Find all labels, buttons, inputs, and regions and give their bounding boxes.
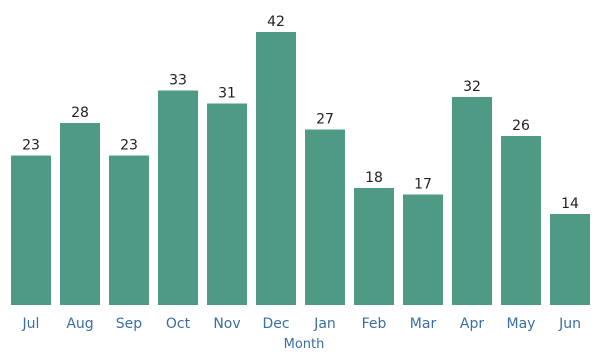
bar-dec <box>256 32 296 305</box>
value-label-jun: 14 <box>561 196 579 212</box>
bar-jun <box>550 214 590 305</box>
bar-may <box>501 136 541 305</box>
value-label-mar: 17 <box>414 177 432 193</box>
x-tick-label-jul: Jul <box>22 316 40 332</box>
value-labels-group: 23 28 23 33 31 42 27 18 17 32 26 14 <box>22 14 579 212</box>
value-label-apr: 32 <box>463 79 481 95</box>
x-tick-label-dec: Dec <box>262 316 289 332</box>
x-tick-label-feb: Feb <box>362 316 387 332</box>
value-label-dec: 42 <box>267 14 285 30</box>
x-tick-label-may: May <box>507 316 536 332</box>
x-tick-label-jun: Jun <box>558 316 581 332</box>
category-labels-group: Jul Aug Sep Oct Nov Dec Jan Feb Mar Apr May Jun <box>22 316 581 332</box>
x-tick-label-nov: Nov <box>213 316 240 332</box>
bar-nov <box>207 103 247 305</box>
x-tick-label-apr: Apr <box>460 316 484 332</box>
value-label-nov: 31 <box>218 86 236 102</box>
x-axis-title: Month <box>284 337 325 352</box>
bar-oct <box>158 90 198 305</box>
value-label-jan: 27 <box>316 112 334 128</box>
x-tick-label-sep: Sep <box>116 316 143 332</box>
x-tick-label-mar: Mar <box>410 316 437 332</box>
bar-sep <box>109 155 149 305</box>
value-label-oct: 33 <box>169 73 187 89</box>
bar-aug <box>60 123 100 305</box>
value-label-aug: 28 <box>71 105 89 121</box>
bar-mar <box>403 194 443 305</box>
x-tick-label-aug: Aug <box>66 316 93 332</box>
x-tick-label-oct: Oct <box>166 316 191 332</box>
bar-feb <box>354 188 394 305</box>
bars-group <box>11 32 590 305</box>
value-label-jul: 23 <box>22 138 40 154</box>
bar-apr <box>452 97 492 305</box>
value-label-sep: 23 <box>120 138 138 154</box>
value-label-may: 26 <box>512 118 530 134</box>
bar-jul <box>11 155 51 305</box>
x-tick-label-jan: Jan <box>313 316 336 332</box>
value-label-feb: 18 <box>365 170 383 186</box>
bar-jan <box>305 129 345 305</box>
